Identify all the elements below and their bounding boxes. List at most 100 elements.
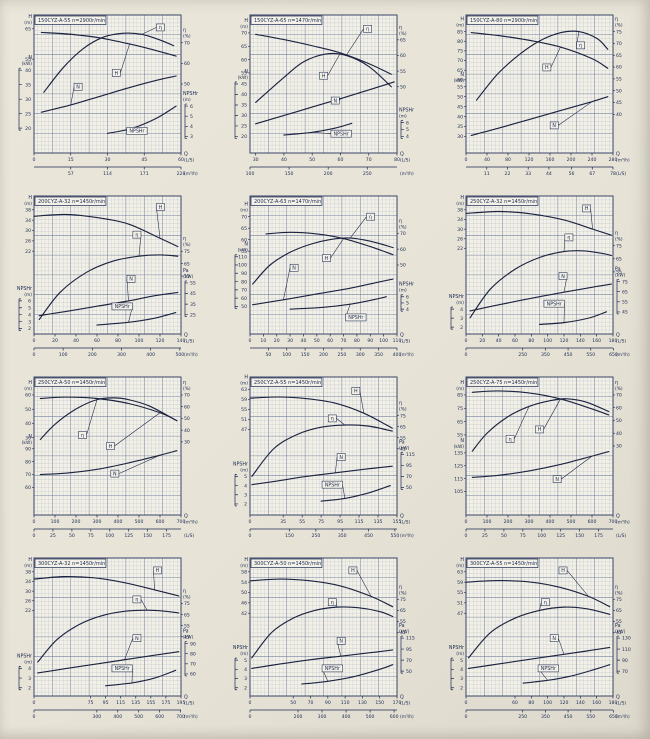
tick-label-N: 105 [454,489,463,495]
tick-label-npsh: 4 [190,124,193,130]
curve-label-box [126,127,148,135]
tick-label-npsh: 2 [28,685,31,691]
axis-unit-H: (m) [24,201,32,207]
curve-label-η: η [579,44,582,49]
pump-chart: 60 50 40 30 H (m) 90 80 70 60 N (kW) 70 60 50 40 30 η (%) 0… [4,372,214,548]
x-tick-primary: 0 [249,700,252,706]
chart-svg: 5854504642H(m)5432NPSHr(m)75655545η(%)11… [233,557,415,720]
curve-label-η: η [331,417,334,422]
tick-label-H: 58 [241,570,247,576]
chart-title-box [250,196,323,206]
x-tick-primary: 70 [308,700,314,706]
x-tick-primary: 140 [576,338,585,344]
y-axis-H: 85 80 75 70 65 60 H(m) [456,17,466,84]
x-tick-secondary: 50 [501,533,507,539]
x-tick-primary: 155 [393,519,402,525]
tick-label-N: 70 [190,662,196,668]
pump-chart: 38 34 30 26 22 H (m) 4 3 2 NPSHr (m) 75 65 55 45 η (%) 90 8… [4,553,214,729]
curve-label-box [363,25,372,33]
pump-chart: 85 80 75 70 65 60 H (m) 55 50 45 40 35 30 N (kW) 75 70 65 6… [436,10,646,186]
x-scale-secondary: 0 100 200 300 400 500 (m³/h) [33,347,198,358]
tick-label-H: 65 [241,44,247,50]
tick-label-eta: 55 [184,274,190,280]
tick-label-H: 60 [241,57,247,63]
curve-label-N: N [135,636,139,642]
chart-svg: 3834302622H(m)432NPSHr(m)756555η(%)75655… [449,195,630,358]
tick-label-npsh: 6 [406,120,409,126]
y-axis-eta: 75 65 55 45 η(%) [613,585,623,636]
curve-label-leader [558,101,593,126]
curve-label-box [327,598,337,606]
axis-unit-H: (m) [240,208,248,214]
x-tick-primary: 155 [146,700,155,706]
tick-label-eta: 50 [400,84,406,90]
x-unit-secondary: (L/S) [616,533,626,539]
axis-name-H: H [28,557,32,563]
y-axis-npsh: 4 3 2 NPSHr(m) [17,653,32,691]
axis-unit-eta: (%) [399,31,407,37]
flow-symbol: Q [616,333,620,339]
curve-label-box [543,299,565,308]
x-tick-secondary: 700 [176,714,185,720]
curve-NPSHr [283,122,353,136]
axis-unit-npsh: (m) [24,659,32,665]
x-tick-primary: 280 [609,157,618,163]
axis-unit-eta: (%) [615,23,623,29]
tick-label-H: 55 [457,590,463,596]
axis-name-N: N [460,438,464,444]
x-tick-primary: 40 [301,338,307,344]
tick-label-H: 75 [457,406,463,412]
curve-label-leader [561,455,593,480]
x-tick-primary: 60 [338,157,344,163]
curve-label-leader [156,207,161,239]
tick-label-H: 22 [25,249,31,255]
x-tick-secondary: 300 [356,352,365,358]
x-tick-primary: 80 [505,157,511,163]
x-tick-primary: 50 [290,700,296,706]
curve-label-leader [350,216,367,239]
curve-η [38,254,179,321]
x-tick-secondary: 250 [337,352,346,358]
tick-label-eta: 55 [616,270,622,276]
x-tick-secondary: 350 [541,352,550,358]
tick-label-eta: 45 [400,446,406,452]
x-tick-primary: 60 [94,338,100,344]
x-tick-secondary: 200 [324,171,333,177]
axis-name-eta: η [615,381,618,386]
tick-label-eta: 45 [616,630,622,636]
tick-label-H: 63 [241,387,247,393]
tick-label-eta: 40 [616,112,622,118]
x-tick-primary: 0 [33,519,36,525]
curve-label-box [558,272,568,280]
curve-label-NPSHr: NPSHr [115,666,130,672]
axis-bracket-npsh [18,666,22,691]
x-tick-secondary: 0 [33,533,36,539]
x-scale-secondary: 11 22 33 44 56 67 78 (L/S) [466,166,626,177]
x-unit-primary: (L/S) [400,520,410,526]
tick-label-N: 20 [241,134,247,140]
x-tick-secondary: 250 [518,352,527,358]
x-tick-secondary: 600 [390,714,399,720]
chart-title: 250CYZ-A-75 n=1450r/min [470,380,537,386]
axis-unit-eta: (%) [399,224,407,230]
tick-label-H: 55 [241,71,247,77]
x-tick-secondary: 650 [609,352,618,358]
curve-label-leader [543,398,561,430]
axis-bracket-npsh [18,298,22,331]
tick-label-npsh: 6 [190,104,193,110]
curve-label-box [319,71,328,80]
curve-label-N: N [113,471,117,477]
tick-label-npsh: 3 [460,676,463,682]
curve-label-NPSHr: NPSHr [348,315,363,321]
tick-label-npsh: 5 [406,127,409,133]
x-tick-primary: 80 [115,338,121,344]
x-scale-secondary: 0 25 50 75 100 125 150 175 (L/S) [33,528,194,539]
curves: Hη N NPSHr [252,212,394,321]
x-scale-primary: 30 40 50 60 70 80Q(L/S) [253,152,411,164]
chart-svg: 858075706560H(m)555045403530N(kW)7570656… [454,14,630,177]
x-unit-secondary: (m³/h) [616,714,630,720]
tick-label-eta: 65 [400,38,406,44]
x-tick-primary: 110 [341,700,350,706]
curve-label-H: H [585,206,589,212]
curve-label-box [78,431,87,439]
